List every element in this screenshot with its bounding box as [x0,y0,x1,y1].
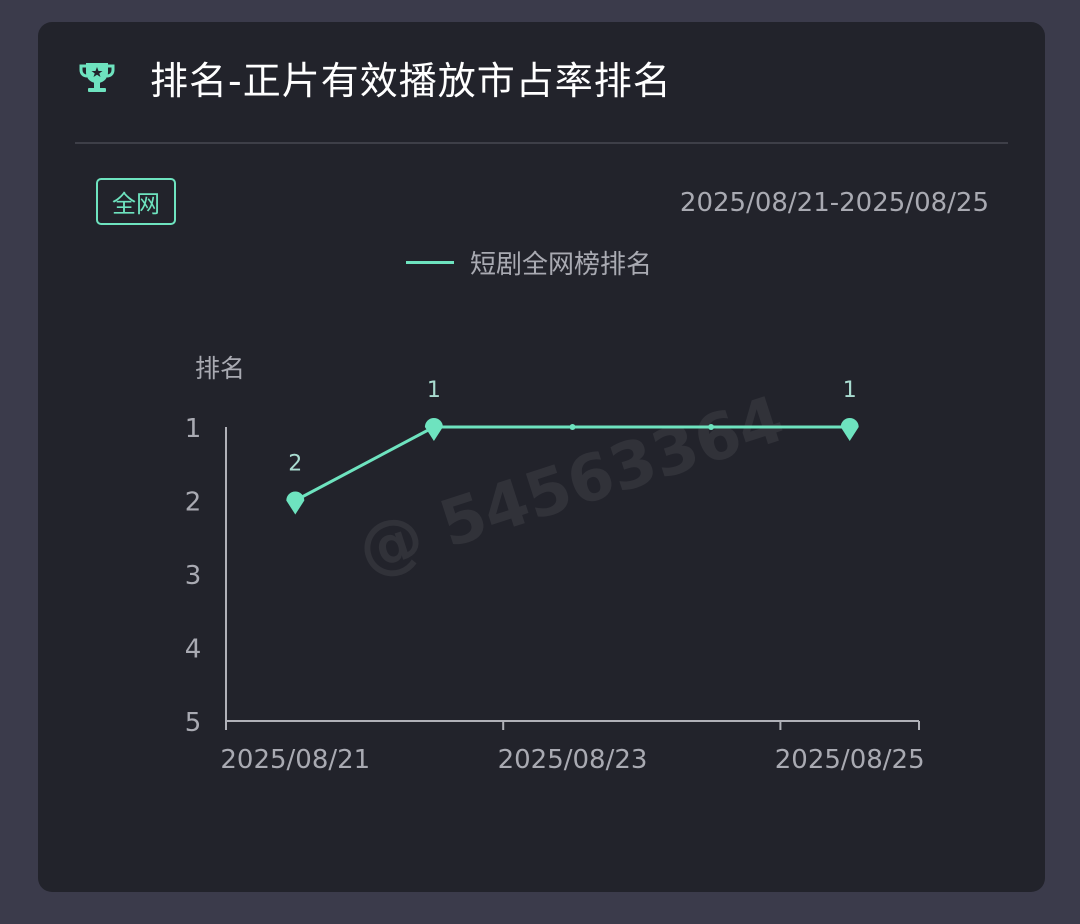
legend-label: 短剧全网榜排名 [470,250,653,280]
card-title: 排名-正片有效播放市占率排名 [150,59,672,103]
scope-tag-all-network[interactable]: 全网 [96,178,176,225]
data-point-marker [424,418,443,441]
data-point-marker [286,491,305,515]
x-tick-label: 2025/08/25 [775,745,925,775]
y-tick-label: 5 [185,708,202,738]
chart-legend[interactable]: 短剧全网榜排名 [406,244,652,281]
data-point-marker [840,418,859,441]
legend-line-swatch [406,261,454,264]
y-tick-label: 2 [185,488,202,518]
data-label: 1 [843,378,857,403]
x-tick-label: 2025/08/21 [220,745,370,775]
y-tick-label: 4 [185,635,202,665]
divider [75,142,1008,144]
data-label: 2 [288,452,302,477]
data-point [569,424,576,430]
y-tick-label: 1 [185,414,202,444]
y-tick-label: 3 [185,561,202,591]
data-point [708,424,715,430]
watermark: @ 54563364 [349,382,793,589]
trophy-icon [79,62,115,92]
y-axis-label: 排名 [195,354,245,383]
data-label: 1 [427,378,441,403]
ranking-card: 排名-正片有效播放市占率排名 全网 2025/08/21-2025/08/25 … [38,22,1045,892]
date-range: 2025/08/21-2025/08/25 [679,188,989,218]
x-tick-label: 2025/08/23 [498,745,648,775]
